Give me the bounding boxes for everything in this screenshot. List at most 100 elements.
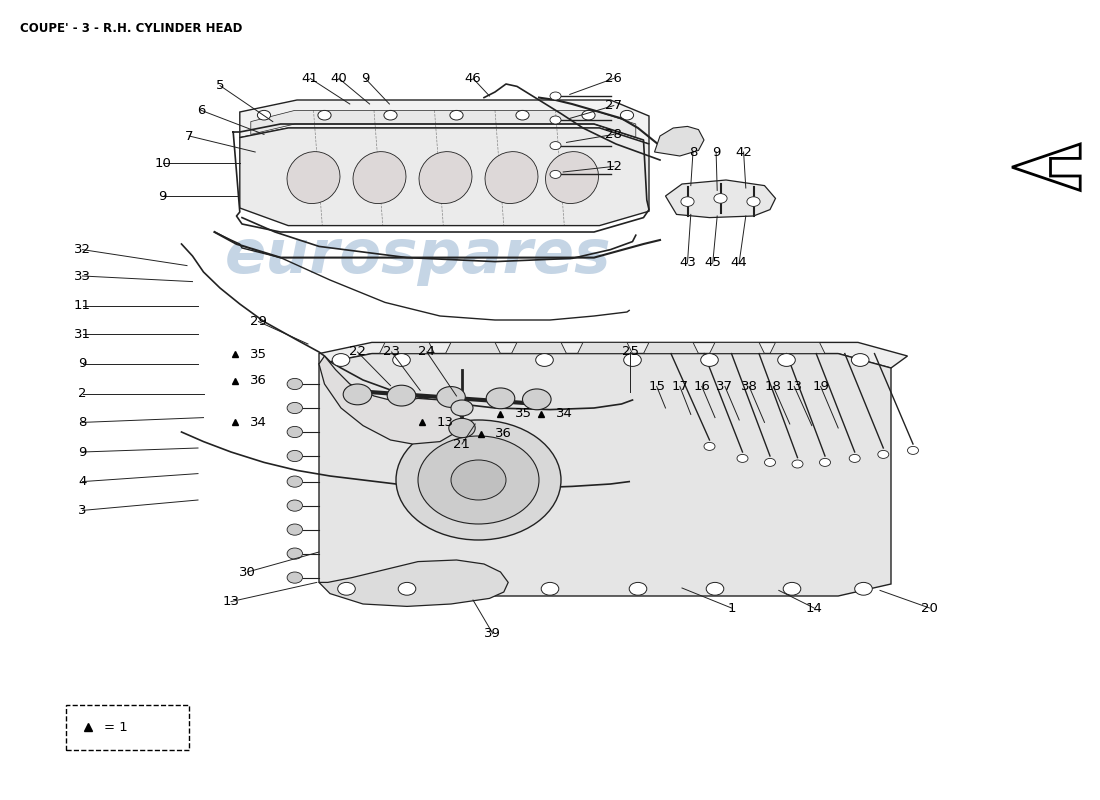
Circle shape <box>287 450 303 462</box>
Circle shape <box>629 582 647 595</box>
Circle shape <box>516 110 529 120</box>
Polygon shape <box>578 342 632 354</box>
Polygon shape <box>319 354 891 596</box>
Circle shape <box>437 386 465 407</box>
Text: 39: 39 <box>484 627 502 640</box>
Text: 13: 13 <box>785 380 803 393</box>
Polygon shape <box>379 342 434 354</box>
Text: 3: 3 <box>78 504 87 517</box>
Circle shape <box>851 354 869 366</box>
Text: 31: 31 <box>74 328 91 341</box>
Circle shape <box>778 354 795 366</box>
Text: 7: 7 <box>185 130 194 142</box>
Text: 9: 9 <box>78 358 87 370</box>
Text: COUPE' - 3 - R.H. CYLINDER HEAD: COUPE' - 3 - R.H. CYLINDER HEAD <box>20 22 242 35</box>
Text: 12: 12 <box>605 160 623 173</box>
Text: eurospares: eurospares <box>224 226 612 286</box>
Text: 41: 41 <box>301 72 319 85</box>
Text: = 1: = 1 <box>104 721 129 734</box>
Text: 37: 37 <box>716 380 734 393</box>
Circle shape <box>714 194 727 203</box>
Text: 28: 28 <box>605 128 623 141</box>
Text: 11: 11 <box>74 299 91 312</box>
Text: 36: 36 <box>250 374 266 387</box>
Text: 22: 22 <box>349 346 366 358</box>
Circle shape <box>541 582 559 595</box>
Circle shape <box>318 110 331 120</box>
Circle shape <box>451 460 506 500</box>
Text: 38: 38 <box>740 380 758 393</box>
Text: 13: 13 <box>437 416 453 429</box>
Circle shape <box>582 110 595 120</box>
Ellipse shape <box>485 152 538 203</box>
Text: 34: 34 <box>556 407 572 420</box>
Circle shape <box>387 386 416 406</box>
Text: 40: 40 <box>330 72 348 85</box>
Text: 23: 23 <box>383 346 400 358</box>
Circle shape <box>747 197 760 206</box>
Circle shape <box>343 384 372 405</box>
Circle shape <box>393 354 410 366</box>
Polygon shape <box>654 126 704 156</box>
Ellipse shape <box>546 152 598 203</box>
Polygon shape <box>644 342 698 354</box>
Polygon shape <box>319 356 462 444</box>
Text: 6: 6 <box>197 104 206 117</box>
Text: 17: 17 <box>671 380 689 393</box>
Circle shape <box>550 92 561 100</box>
Ellipse shape <box>287 152 340 203</box>
Circle shape <box>783 582 801 595</box>
Text: 45: 45 <box>704 256 722 269</box>
Circle shape <box>287 378 303 390</box>
Text: 43: 43 <box>679 256 696 269</box>
Text: 46: 46 <box>464 72 482 85</box>
Circle shape <box>855 582 872 595</box>
Text: 9: 9 <box>158 190 167 202</box>
Text: 20: 20 <box>921 602 938 614</box>
FancyBboxPatch shape <box>66 705 189 750</box>
Polygon shape <box>240 128 649 226</box>
Text: 26: 26 <box>605 72 623 85</box>
Circle shape <box>486 388 515 409</box>
Text: eurospares: eurospares <box>323 466 711 526</box>
Circle shape <box>849 454 860 462</box>
Circle shape <box>287 426 303 438</box>
Text: 42: 42 <box>735 146 752 158</box>
Circle shape <box>764 458 776 466</box>
Text: 9: 9 <box>712 146 720 158</box>
Circle shape <box>706 582 724 595</box>
Text: 18: 18 <box>764 380 782 393</box>
Text: 19: 19 <box>812 380 829 393</box>
Text: 35: 35 <box>250 348 266 361</box>
Circle shape <box>257 110 271 120</box>
Text: 5: 5 <box>216 79 224 92</box>
Circle shape <box>522 389 551 410</box>
Circle shape <box>704 442 715 450</box>
Text: 27: 27 <box>605 99 623 112</box>
Circle shape <box>396 420 561 540</box>
Circle shape <box>701 354 718 366</box>
Text: 36: 36 <box>495 427 512 440</box>
Text: 2: 2 <box>78 387 87 400</box>
Text: 35: 35 <box>515 407 531 420</box>
Text: 16: 16 <box>693 380 711 393</box>
Text: 8: 8 <box>78 416 87 429</box>
Text: 14: 14 <box>805 602 823 614</box>
Circle shape <box>287 548 303 559</box>
Polygon shape <box>666 180 776 218</box>
Circle shape <box>878 450 889 458</box>
Polygon shape <box>446 342 501 354</box>
Ellipse shape <box>353 152 406 203</box>
Circle shape <box>384 110 397 120</box>
Circle shape <box>550 142 561 150</box>
Circle shape <box>287 524 303 535</box>
Text: 21: 21 <box>453 438 471 450</box>
Polygon shape <box>251 110 636 138</box>
Circle shape <box>398 582 416 595</box>
Circle shape <box>338 582 355 595</box>
Polygon shape <box>319 560 508 606</box>
Circle shape <box>536 354 553 366</box>
Text: 8: 8 <box>689 146 697 158</box>
Circle shape <box>820 458 830 466</box>
Text: 10: 10 <box>154 157 172 170</box>
